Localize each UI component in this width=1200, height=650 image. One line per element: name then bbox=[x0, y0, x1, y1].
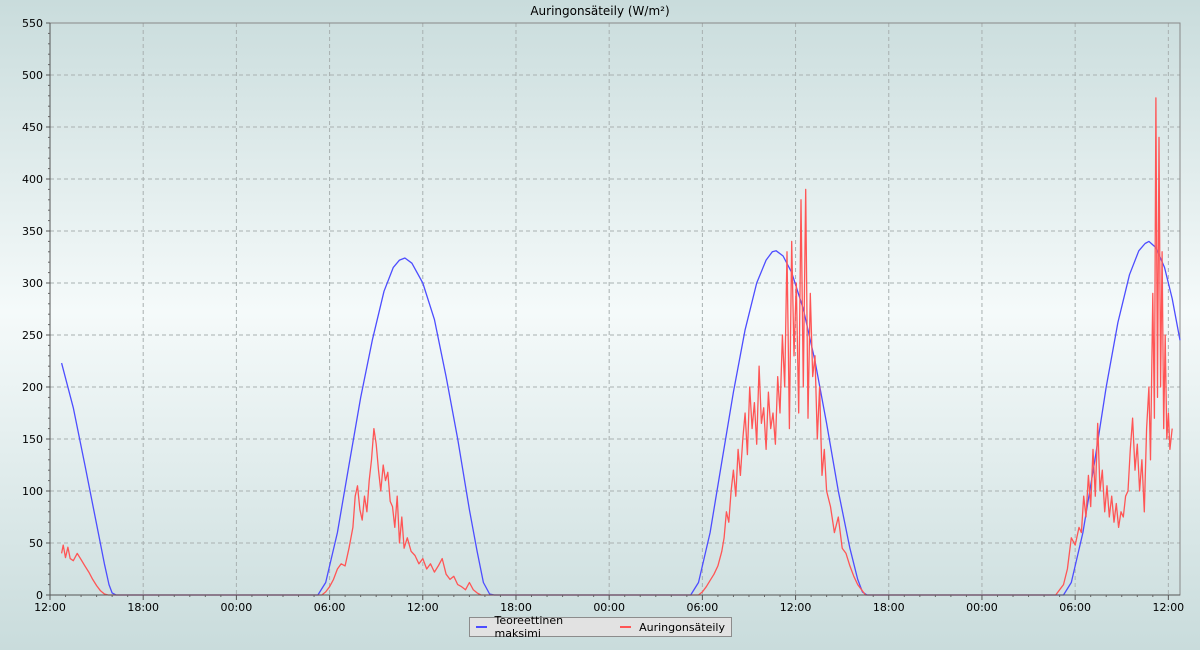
x-tick-label: 00:00 bbox=[221, 601, 253, 614]
y-tick-label: 250 bbox=[22, 329, 43, 342]
y-tick-label: 300 bbox=[22, 277, 43, 290]
y-tick-label: 100 bbox=[22, 485, 43, 498]
legend-entry-theoretical: Teoreettinen maksimi bbox=[476, 614, 608, 640]
x-tick-label: 06:00 bbox=[687, 601, 719, 614]
x-tick-label: 18:00 bbox=[873, 601, 905, 614]
legend-swatch-radiation bbox=[620, 626, 632, 628]
grid-lines bbox=[50, 23, 1180, 595]
legend-swatch-theoretical bbox=[476, 626, 487, 628]
legend: Teoreettinen maksimi Auringonsäteily bbox=[469, 614, 732, 640]
x-tick-label: 12:00 bbox=[34, 601, 66, 614]
y-tick-label: 550 bbox=[22, 17, 43, 30]
x-tick-label: 06:00 bbox=[1059, 601, 1091, 614]
x-tick-label: 00:00 bbox=[966, 601, 998, 614]
x-tick-label: 12:00 bbox=[1152, 601, 1184, 614]
y-tick-label: 400 bbox=[22, 173, 43, 186]
plot-area-border bbox=[49, 22, 1181, 596]
x-tick-label: 00:00 bbox=[593, 601, 625, 614]
axes: 0 50 100 150 200 250 300 350 400 450 500 550 12:00 18… bbox=[22, 17, 1184, 614]
x-tick-label: 18:00 bbox=[500, 601, 532, 614]
series-line-solar-radiation bbox=[60, 97, 1173, 596]
y-tick-label: 200 bbox=[22, 381, 43, 394]
chart-title: Auringonsäteily (W/m²) bbox=[530, 4, 669, 18]
y-tick-label: 350 bbox=[22, 225, 43, 238]
legend-entry-radiation: Auringonsäteily bbox=[620, 621, 725, 634]
legend-label-radiation: Auringonsäteily bbox=[639, 620, 725, 634]
legend-label-theoretical: Teoreettinen maksimi bbox=[494, 614, 564, 640]
y-tick-label: 150 bbox=[22, 433, 43, 446]
y-tick-label: 50 bbox=[29, 537, 43, 550]
series-layer bbox=[60, 97, 1181, 596]
y-tick-label: 0 bbox=[36, 589, 43, 602]
y-tick-label: 450 bbox=[22, 121, 43, 134]
x-tick-label: 06:00 bbox=[314, 601, 346, 614]
series-line-theoretical-max bbox=[60, 240, 1181, 596]
x-tick-label: 18:00 bbox=[127, 601, 159, 614]
x-tick-label: 12:00 bbox=[780, 601, 812, 614]
x-tick-label: 12:00 bbox=[407, 601, 439, 614]
y-tick-label: 500 bbox=[22, 69, 43, 82]
